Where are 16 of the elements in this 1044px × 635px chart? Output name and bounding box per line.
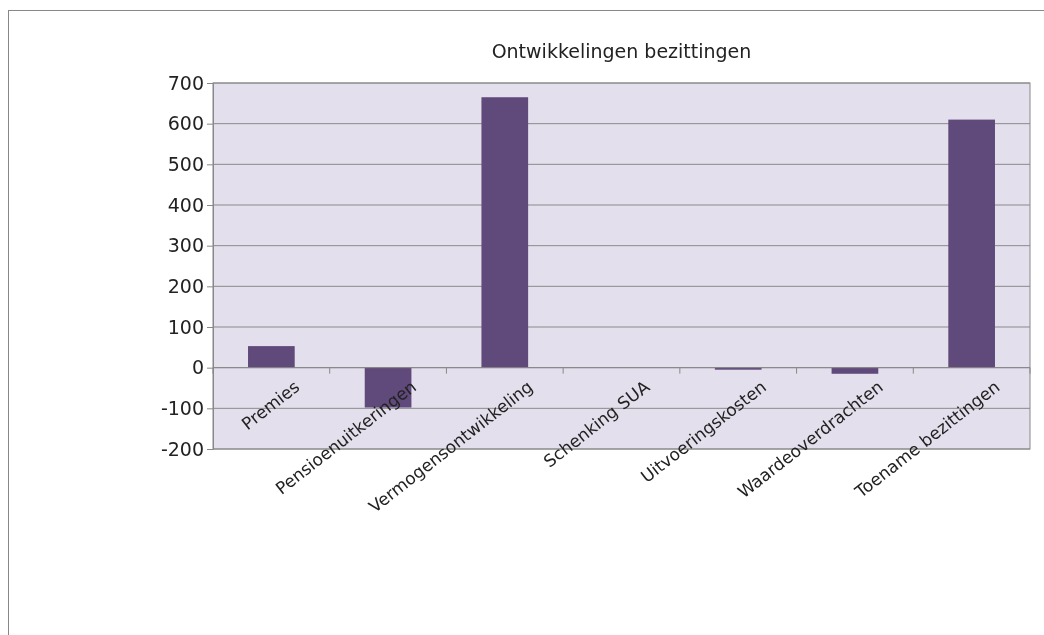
y-tick-label: 0 [191, 356, 204, 379]
y-tick-label: 600 [167, 112, 204, 135]
y-tick-label: -200 [160, 437, 204, 460]
y-tick-label: 500 [167, 152, 204, 175]
chart-title: Ontwikkelingen bezittingen [491, 40, 752, 62]
bar [481, 97, 529, 368]
bar [948, 119, 995, 368]
bar [714, 367, 762, 370]
bar [831, 367, 879, 374]
y-tick-label: 400 [167, 193, 204, 216]
y-tick-label: 200 [167, 274, 204, 297]
y-tick-label: 700 [167, 71, 204, 94]
y-tick-label: 300 [167, 234, 204, 257]
y-tick-label: 100 [167, 315, 204, 338]
y-tick-label: -100 [160, 396, 204, 419]
bar [248, 346, 295, 368]
